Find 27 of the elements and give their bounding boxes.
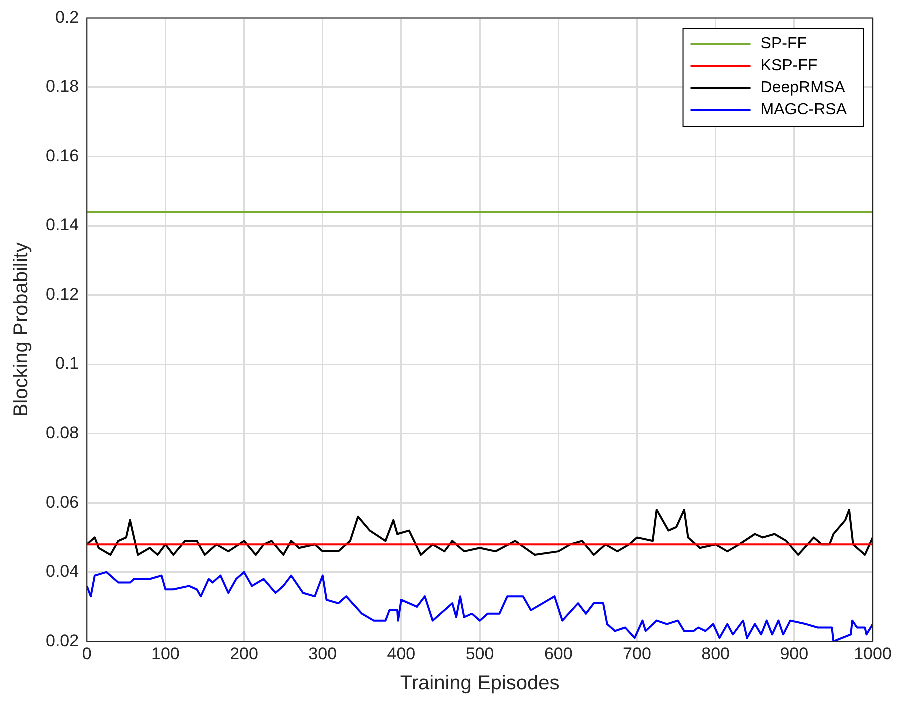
- x-tick-label: 300: [308, 644, 338, 664]
- legend-label: MAGC-RSA: [760, 102, 848, 119]
- y-axis-title: Blocking Probability: [10, 242, 33, 418]
- legend-label: KSP-FF: [760, 58, 818, 75]
- y-tick-label: 0.06: [46, 492, 80, 512]
- x-tick-label: 500: [466, 644, 494, 664]
- y-tick-label: 0.2: [55, 8, 80, 27]
- x-tick-label: 600: [544, 644, 573, 664]
- x-tick-label: 400: [387, 644, 416, 664]
- y-tick-label: 0.04: [46, 562, 80, 582]
- x-tick-label: 700: [623, 644, 652, 664]
- y-tick-label: 0.14: [46, 216, 80, 235]
- x-tick-label: 200: [230, 644, 258, 664]
- y-tick-label: 0.08: [46, 423, 80, 442]
- x-tick-label: 100: [151, 644, 180, 664]
- x-tick-label: 900: [780, 644, 809, 664]
- y-tick-label: 0.1: [55, 354, 80, 374]
- legend-label: DeepRMSA: [760, 80, 846, 97]
- legend-label: SP-FF: [760, 36, 808, 53]
- y-tick-label: 0.16: [46, 146, 80, 166]
- x-axis-title: Training Episodes: [400, 672, 560, 695]
- y-tick-label: 0.02: [46, 631, 80, 650]
- x-tick-label: 0: [82, 644, 92, 664]
- y-tick-label: 0.12: [46, 284, 80, 304]
- y-tick-label: 0.18: [46, 77, 80, 96]
- x-tick-label: 1000: [854, 644, 892, 664]
- x-tick-label: 800: [702, 644, 730, 664]
